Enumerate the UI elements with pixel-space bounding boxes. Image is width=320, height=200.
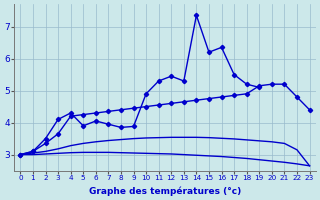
X-axis label: Graphe des températures (°c): Graphe des températures (°c) [89, 186, 241, 196]
